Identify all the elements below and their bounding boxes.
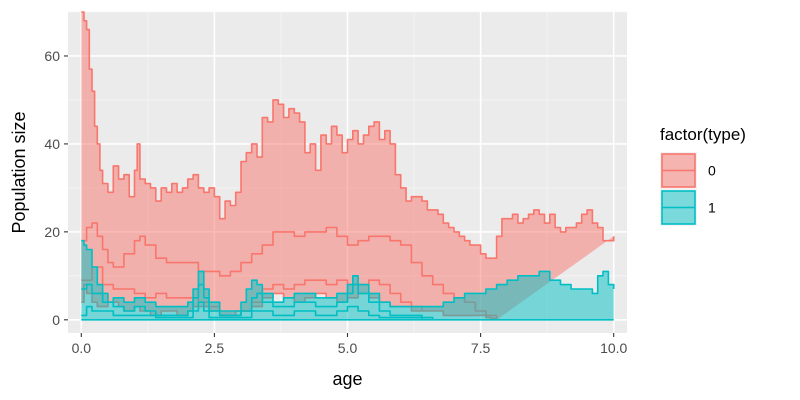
- x-tick-label: 2.5: [205, 340, 225, 356]
- x-axis-title: age: [332, 369, 362, 389]
- x-tick-label: 0.0: [72, 340, 92, 356]
- plot-layer: [81, 11, 615, 321]
- x-tick-label: 10.0: [600, 340, 627, 356]
- y-axis-title: Population size: [9, 111, 29, 233]
- y-tick-label: 60: [44, 48, 60, 64]
- legend-key-1: 1: [660, 189, 716, 226]
- series-0-mid-line: [81, 222, 498, 320]
- legend-label-1: 1: [708, 200, 716, 216]
- legend: factor(type) 0 1: [660, 125, 746, 226]
- y-tick-label: 20: [44, 224, 60, 240]
- legend-key-0: 0: [660, 152, 716, 189]
- x-tick-label: 5.0: [338, 340, 358, 356]
- series-1: [81, 239, 615, 321]
- series-1-low2-line: [81, 301, 423, 320]
- legend-title: factor(type): [660, 125, 746, 144]
- x-axis: 0.0 2.5 5.0 7.5 10.0: [72, 333, 628, 356]
- series-1-ribbon: [81, 240, 614, 320]
- series-0-ribbon: [81, 12, 614, 320]
- y-axis: 0 20 40 60: [44, 48, 68, 328]
- series-1-upper-line: [81, 239, 615, 312]
- legend-label-0: 0: [708, 163, 716, 179]
- y-tick-label: 0: [52, 312, 60, 328]
- series-0-upper-line: [81, 11, 615, 259]
- y-tick-label: 40: [44, 136, 60, 152]
- x-tick-label: 7.5: [471, 340, 491, 356]
